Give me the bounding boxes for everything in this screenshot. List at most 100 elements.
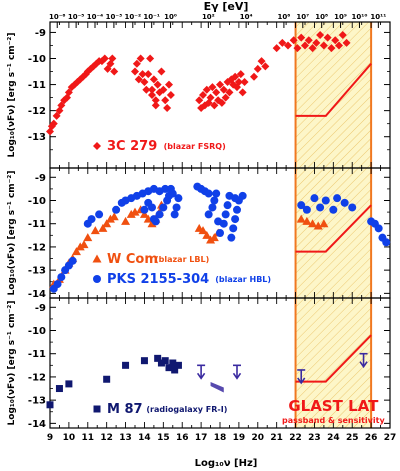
data-point-diamond [278, 38, 287, 47]
data-point-circle [174, 194, 183, 203]
data-point-circle [95, 210, 104, 219]
data-point-diamond [100, 54, 109, 63]
glast-sublabel: passband & sensitivity [282, 416, 385, 425]
data-point-circle [212, 189, 221, 198]
data-point-square [55, 385, 63, 393]
y-tick-label: -10 [28, 196, 46, 207]
glast-sensitivity-curve [295, 63, 372, 117]
y-tick-label: -13 [28, 266, 46, 277]
data-point-diamond [157, 67, 166, 76]
data-point-diamond [257, 57, 266, 66]
data-point-circle [155, 210, 164, 219]
data-point-circle [333, 194, 342, 203]
data-point-triangle [139, 209, 149, 218]
data-point-diamond [131, 67, 139, 76]
data-point-diamond [331, 36, 340, 45]
data-point-triangle [206, 235, 216, 244]
data-point-square [161, 357, 169, 365]
data-point-circle [168, 189, 177, 198]
data-point-circle [57, 273, 66, 282]
y-tick-label: -11 [28, 80, 46, 91]
data-point-square [174, 361, 182, 369]
data-point-circle [340, 198, 349, 207]
legend-note: (radiogalaxy FR-I) [146, 405, 227, 414]
y-axis-label: Log₁₀(νFν) [erg s⁻¹ cm⁻²] [7, 171, 17, 296]
top-tick-label: 10⁸ [315, 13, 328, 21]
data-point-diamond [212, 88, 221, 97]
y-tick-label: -14 [28, 289, 46, 300]
data-point-circle [302, 205, 311, 214]
data-point-upper-limit [232, 364, 242, 380]
data-point-diamond [136, 54, 145, 63]
data-point-triangle [202, 230, 212, 239]
data-point-circle [151, 217, 160, 226]
glast-sensitivity-curve [295, 334, 372, 383]
data-point-diamond [272, 44, 281, 53]
y-tick-label: -9 [35, 303, 46, 314]
y-axis-label: Log₁₀(νFν) [erg s⁻¹ cm⁻²] [7, 33, 17, 158]
axes-layer [49, 21, 391, 429]
y-tick-label: -12 [28, 106, 46, 117]
glast-sensitivity-curve [295, 204, 372, 253]
data-point-circle [148, 203, 156, 212]
x-tick-label: 13 [119, 433, 132, 443]
x-tick-label: 9 [47, 433, 53, 443]
data-point-diamond [240, 77, 249, 86]
data-point-circle [316, 203, 325, 212]
top-tick-label: 10⁻⁶ [49, 13, 66, 21]
x-tick-label: 20 [252, 433, 265, 443]
data-point-circle [208, 203, 217, 212]
y-tick-label: -10 [28, 54, 46, 65]
data-point-diamond [216, 80, 224, 89]
x-tick-label: 24 [327, 433, 340, 443]
data-point-diamond [217, 98, 226, 107]
top-tick-label: 10⁻² [125, 13, 142, 21]
y-tick-label: -14 [28, 419, 46, 430]
y-tick-label: -12 [28, 242, 46, 253]
glast-band-layer [294, 22, 373, 428]
data-point-triangle [75, 242, 85, 251]
data-point-circle [172, 203, 181, 212]
data-point-diamond [159, 85, 168, 94]
data-point-diamond [312, 38, 321, 47]
data-point-circle [238, 191, 247, 200]
data-point-diamond [151, 101, 160, 110]
data-point-diamond [163, 104, 172, 113]
data-point-triangle [198, 226, 208, 235]
data-point-diamond [148, 85, 156, 94]
data-point-triangle [209, 233, 219, 242]
data-point-diamond [253, 64, 262, 73]
data-point-diamond [206, 93, 215, 102]
upper-limit-arrowhead [232, 372, 242, 380]
data-point-diamond [134, 75, 143, 84]
data-point-diamond [301, 41, 309, 50]
data-point-square [169, 359, 177, 367]
x-axis-label: Log₁₀ν [Hz] [195, 458, 258, 469]
y-tick-label: -12 [28, 372, 46, 383]
data-point-diamond [342, 38, 351, 47]
data-point-circle [159, 203, 168, 212]
x-tick-label: 25 [346, 433, 359, 443]
data-point-diamond [144, 70, 153, 79]
data-point-triangle [313, 221, 323, 230]
y-tick-label: -10 [28, 326, 46, 337]
data-layer [46, 31, 391, 413]
glast-band-fill [295, 22, 372, 428]
data-point-diamond [316, 31, 325, 40]
legend-note: (blazar HBL) [215, 275, 271, 284]
y-tick-label: -11 [28, 349, 46, 360]
data-point-diamond [57, 101, 66, 110]
data-point-triangle [109, 212, 119, 221]
y-tick-label: -9 [35, 173, 46, 184]
x-tick-label: 21 [270, 433, 283, 443]
data-point-upper-limit [196, 364, 206, 380]
y-tick-label: -13 [28, 132, 46, 143]
data-point-diamond [142, 85, 151, 94]
data-point-triangle [102, 219, 112, 228]
data-point-circle [221, 210, 230, 219]
data-point-diamond [308, 44, 317, 53]
data-point-square [157, 359, 165, 367]
data-point-circle [112, 205, 121, 214]
data-point-diamond [202, 85, 211, 94]
data-point-diamond [238, 88, 247, 97]
